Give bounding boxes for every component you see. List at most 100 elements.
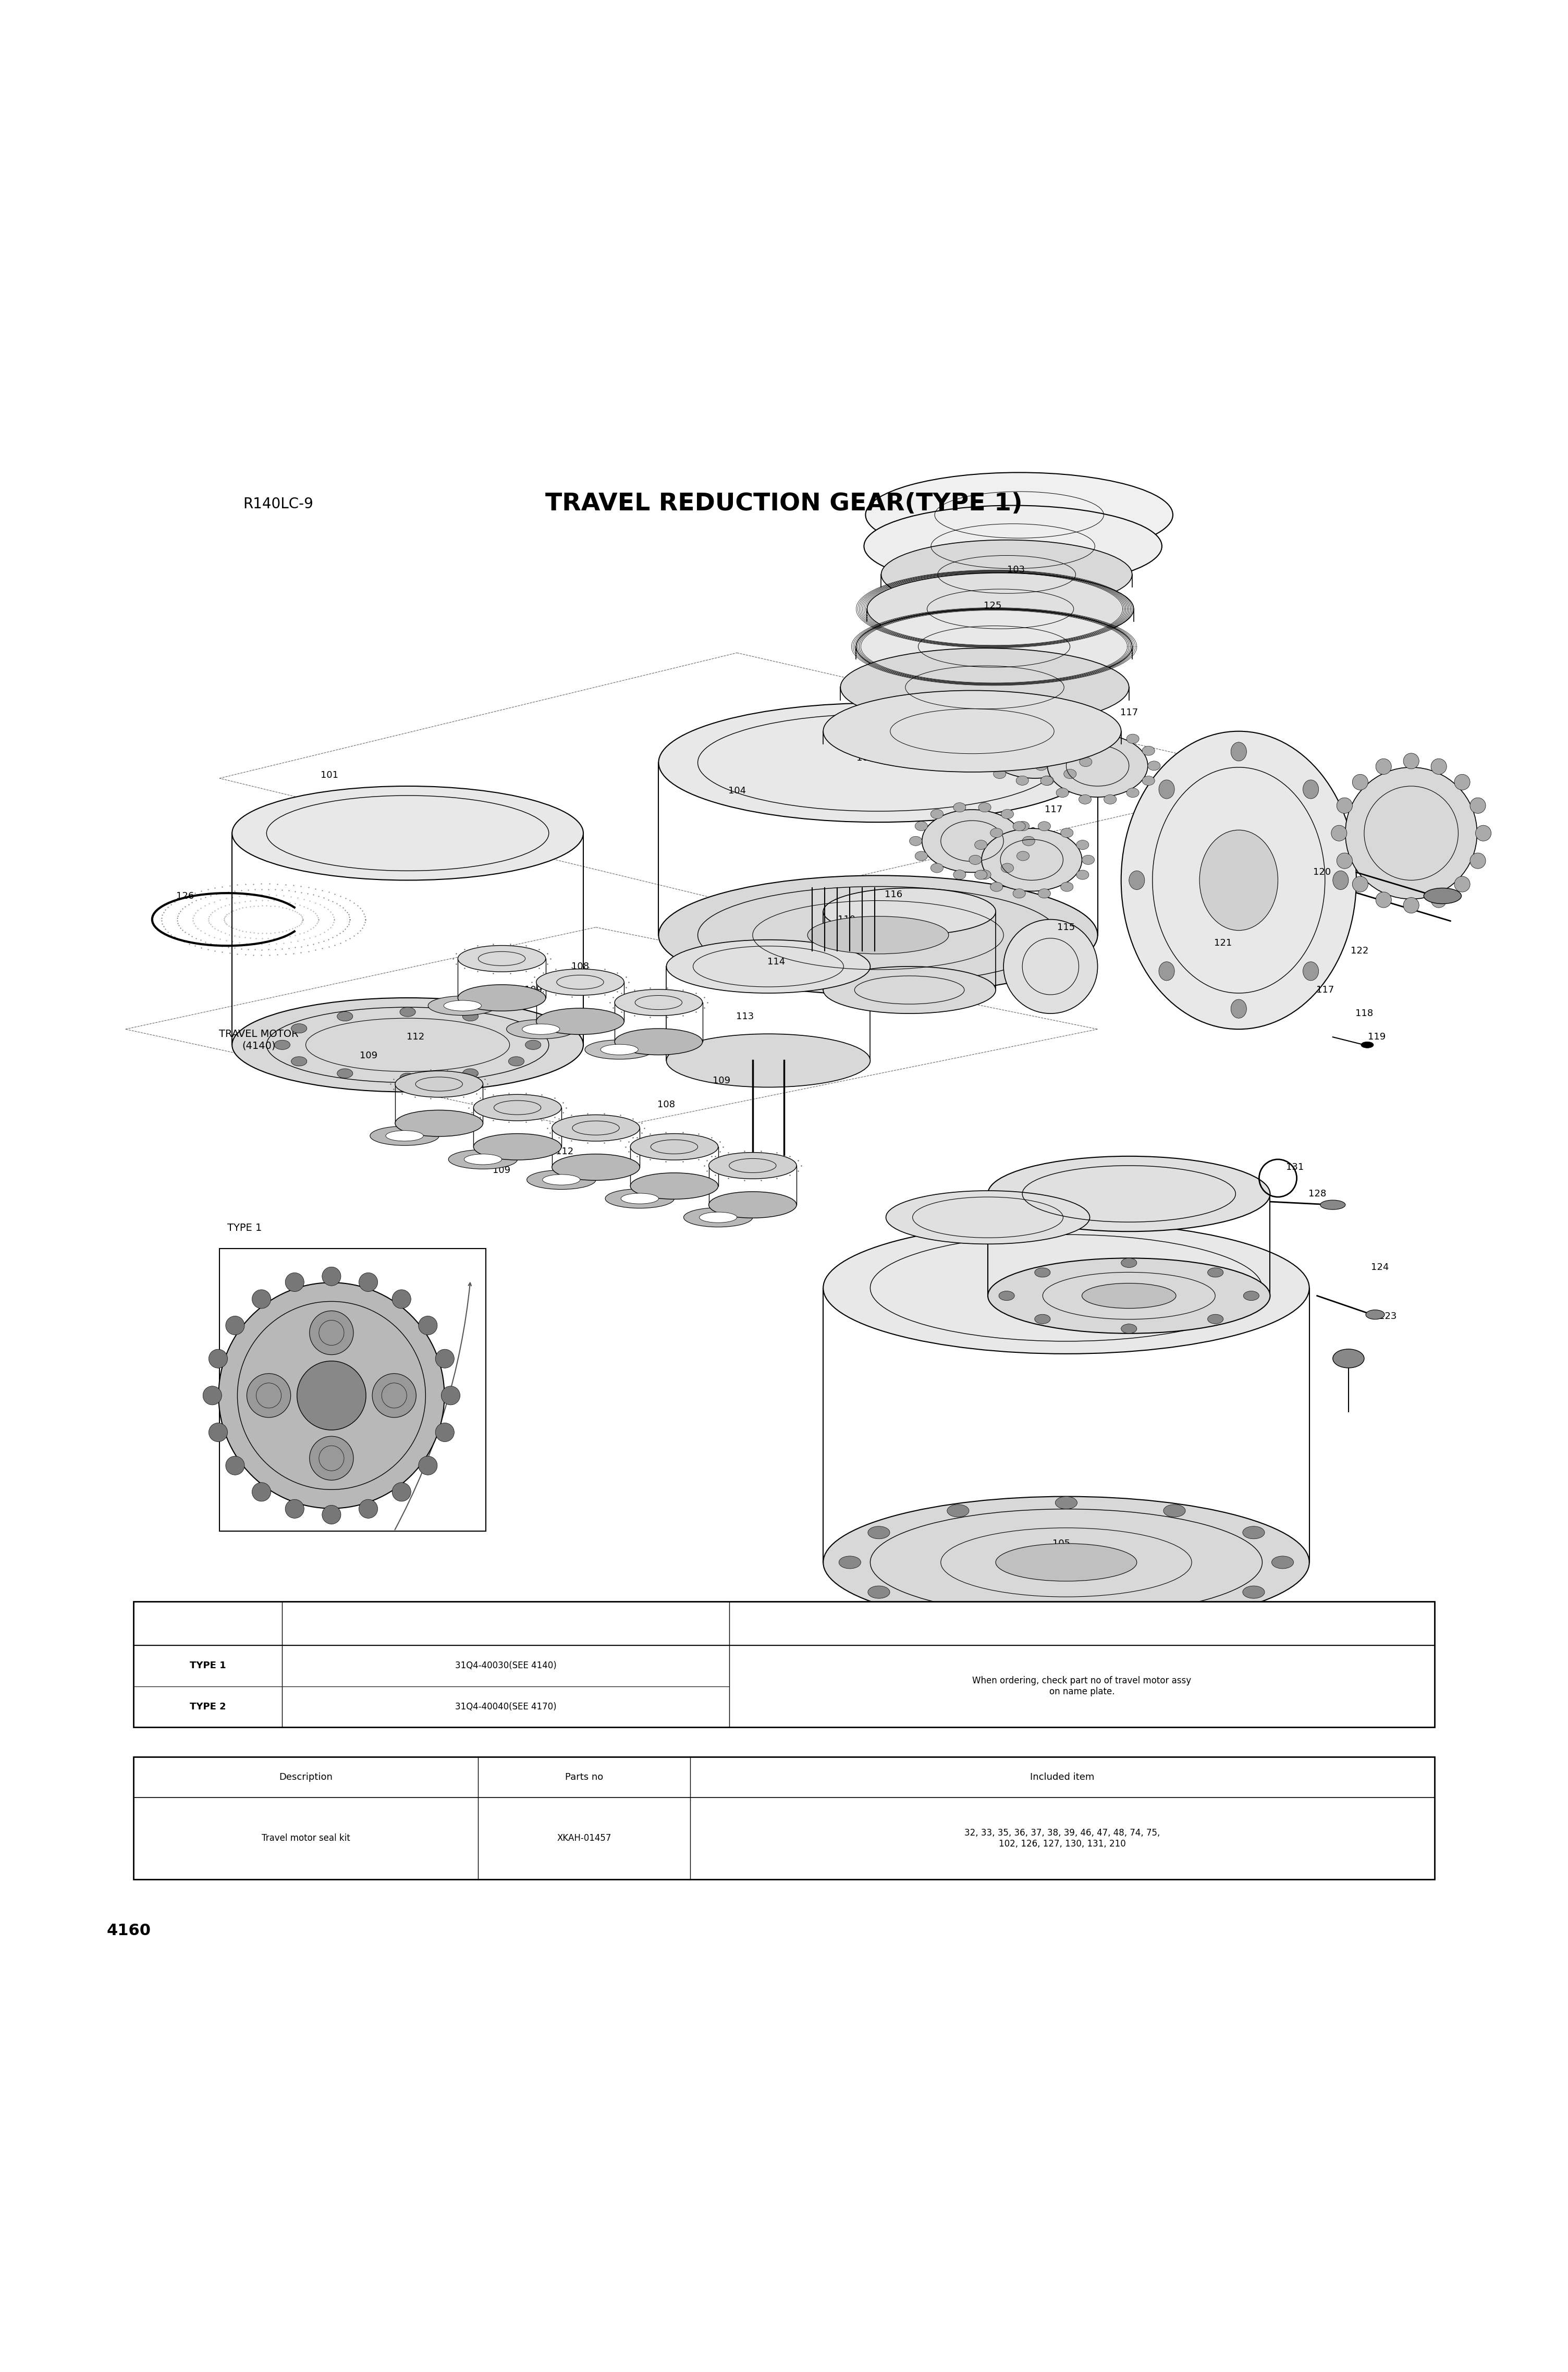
Ellipse shape [419,1316,437,1335]
Ellipse shape [321,1267,340,1286]
Ellipse shape [709,1191,797,1217]
Text: 117: 117 [1316,984,1334,994]
Ellipse shape [386,1131,423,1141]
Ellipse shape [699,1212,737,1222]
Ellipse shape [1126,733,1138,742]
Text: 127: 127 [1088,1162,1107,1172]
Ellipse shape [839,1556,861,1568]
Ellipse shape [1016,821,1029,830]
Ellipse shape [1079,728,1091,738]
Ellipse shape [630,1134,718,1160]
Text: 102: 102 [856,754,875,761]
Ellipse shape [991,882,1004,892]
Ellipse shape [866,472,1173,557]
Ellipse shape [536,970,624,996]
Ellipse shape [292,1025,307,1034]
Ellipse shape [988,1257,1270,1333]
Ellipse shape [823,690,1121,771]
Ellipse shape [881,541,1132,610]
Text: TYPE 1: TYPE 1 [227,1224,262,1233]
Ellipse shape [1432,759,1447,773]
Ellipse shape [1076,840,1088,849]
Ellipse shape [953,871,966,880]
Ellipse shape [982,828,1082,892]
Ellipse shape [285,1499,304,1518]
Ellipse shape [463,1070,478,1079]
Ellipse shape [1016,709,1029,719]
Text: 118: 118 [1018,828,1036,837]
Ellipse shape [419,1456,437,1475]
Ellipse shape [1272,1556,1294,1568]
Text: Description: Description [279,1772,332,1781]
Ellipse shape [666,939,870,994]
Ellipse shape [1013,890,1025,899]
Text: 123: 123 [1378,1312,1397,1321]
Ellipse shape [856,610,1132,683]
Text: 119: 119 [994,849,1013,859]
Ellipse shape [709,1153,797,1179]
Ellipse shape [1000,863,1013,873]
Ellipse shape [1079,795,1091,804]
Ellipse shape [1469,854,1485,868]
Ellipse shape [1035,1267,1051,1276]
Ellipse shape [823,887,996,935]
Ellipse shape [1121,1257,1137,1267]
Ellipse shape [947,1504,969,1518]
Ellipse shape [506,1020,575,1039]
Ellipse shape [972,742,985,752]
Ellipse shape [1333,1350,1364,1369]
Ellipse shape [395,1110,483,1136]
Text: TRAVEL MOTOR
(4140): TRAVEL MOTOR (4140) [220,1029,298,1051]
Ellipse shape [947,1608,969,1620]
Ellipse shape [543,1174,580,1186]
Ellipse shape [1148,761,1160,771]
Text: 126: 126 [176,892,194,901]
Ellipse shape [864,505,1162,586]
Ellipse shape [1063,769,1076,778]
Text: 131: 131 [1286,1162,1305,1172]
Ellipse shape [823,1497,1309,1627]
Ellipse shape [292,1056,307,1065]
Ellipse shape [232,785,583,880]
Ellipse shape [659,875,1098,994]
Ellipse shape [1057,733,1069,742]
Ellipse shape [988,1155,1270,1231]
Ellipse shape [226,1456,245,1475]
Text: 108: 108 [571,961,590,970]
Ellipse shape [296,1362,365,1430]
Text: 115: 115 [1057,923,1076,932]
Ellipse shape [1159,780,1174,799]
Ellipse shape [867,1525,889,1539]
Text: 129: 129 [887,721,906,731]
Ellipse shape [309,1312,353,1354]
Text: 109: 109 [712,1077,731,1086]
Ellipse shape [994,769,1007,778]
Ellipse shape [1207,1314,1223,1324]
Ellipse shape [985,716,1085,778]
Ellipse shape [252,1482,271,1501]
Ellipse shape [1331,825,1347,842]
Ellipse shape [1366,1309,1385,1319]
Ellipse shape [252,1290,271,1309]
Text: 130: 130 [916,688,935,697]
Ellipse shape [436,1350,455,1369]
Ellipse shape [1082,856,1094,863]
Ellipse shape [978,757,991,766]
Ellipse shape [209,1350,227,1369]
Ellipse shape [1060,828,1073,837]
Ellipse shape [1104,795,1116,804]
Text: Type: Type [198,1618,218,1627]
Ellipse shape [202,1385,221,1404]
Ellipse shape [1159,961,1174,980]
Ellipse shape [209,1423,227,1442]
Text: TRAVEL REDUCTION GEAR(TYPE 1): TRAVEL REDUCTION GEAR(TYPE 1) [546,491,1022,515]
Ellipse shape [916,852,928,861]
Text: 31Q4-40030(SEE 4140): 31Q4-40030(SEE 4140) [455,1660,557,1670]
Ellipse shape [1038,890,1051,899]
Text: 32, 33, 35, 36, 37, 38, 39, 46, 47, 48, 74, 75,
102, 126, 127, 130, 131, 210: 32, 33, 35, 36, 37, 38, 39, 46, 47, 48, … [964,1829,1160,1848]
Ellipse shape [552,1115,640,1141]
Text: 117: 117 [1120,707,1138,716]
Ellipse shape [1243,1587,1265,1599]
Text: 110: 110 [837,916,856,925]
Ellipse shape [1041,747,1054,754]
